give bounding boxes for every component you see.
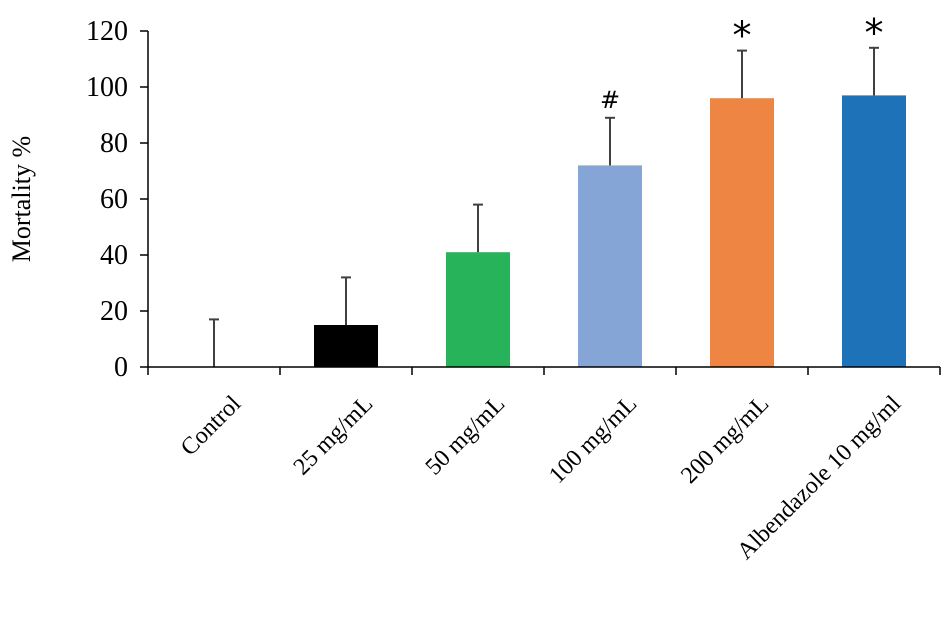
bar: [314, 325, 378, 367]
significance-marker: *: [733, 14, 752, 58]
x-tick-label: 100 mg/mL: [544, 391, 642, 489]
bar: [446, 252, 510, 367]
y-tick-label: 20: [100, 296, 128, 327]
bar: [842, 95, 906, 368]
y-tick-label: 60: [100, 184, 128, 215]
significance-marker: #: [600, 86, 620, 114]
y-tick-label: 40: [100, 240, 128, 271]
x-tick-label: Control: [176, 391, 246, 461]
y-tick-label: 80: [100, 128, 128, 159]
y-tick-label: 100: [86, 72, 128, 103]
x-tick-label: 200 mg/mL: [676, 391, 774, 489]
x-tick-label: 25 mg/mL: [289, 391, 379, 481]
y-axis-title: Mortality %: [7, 136, 36, 262]
y-tick-label: 0: [114, 352, 128, 383]
significance-marker: *: [865, 11, 884, 55]
bar: [710, 98, 774, 367]
x-tick-label: 50 mg/mL: [421, 391, 511, 481]
y-tick-label: 120: [86, 16, 128, 47]
bar: [578, 165, 642, 367]
